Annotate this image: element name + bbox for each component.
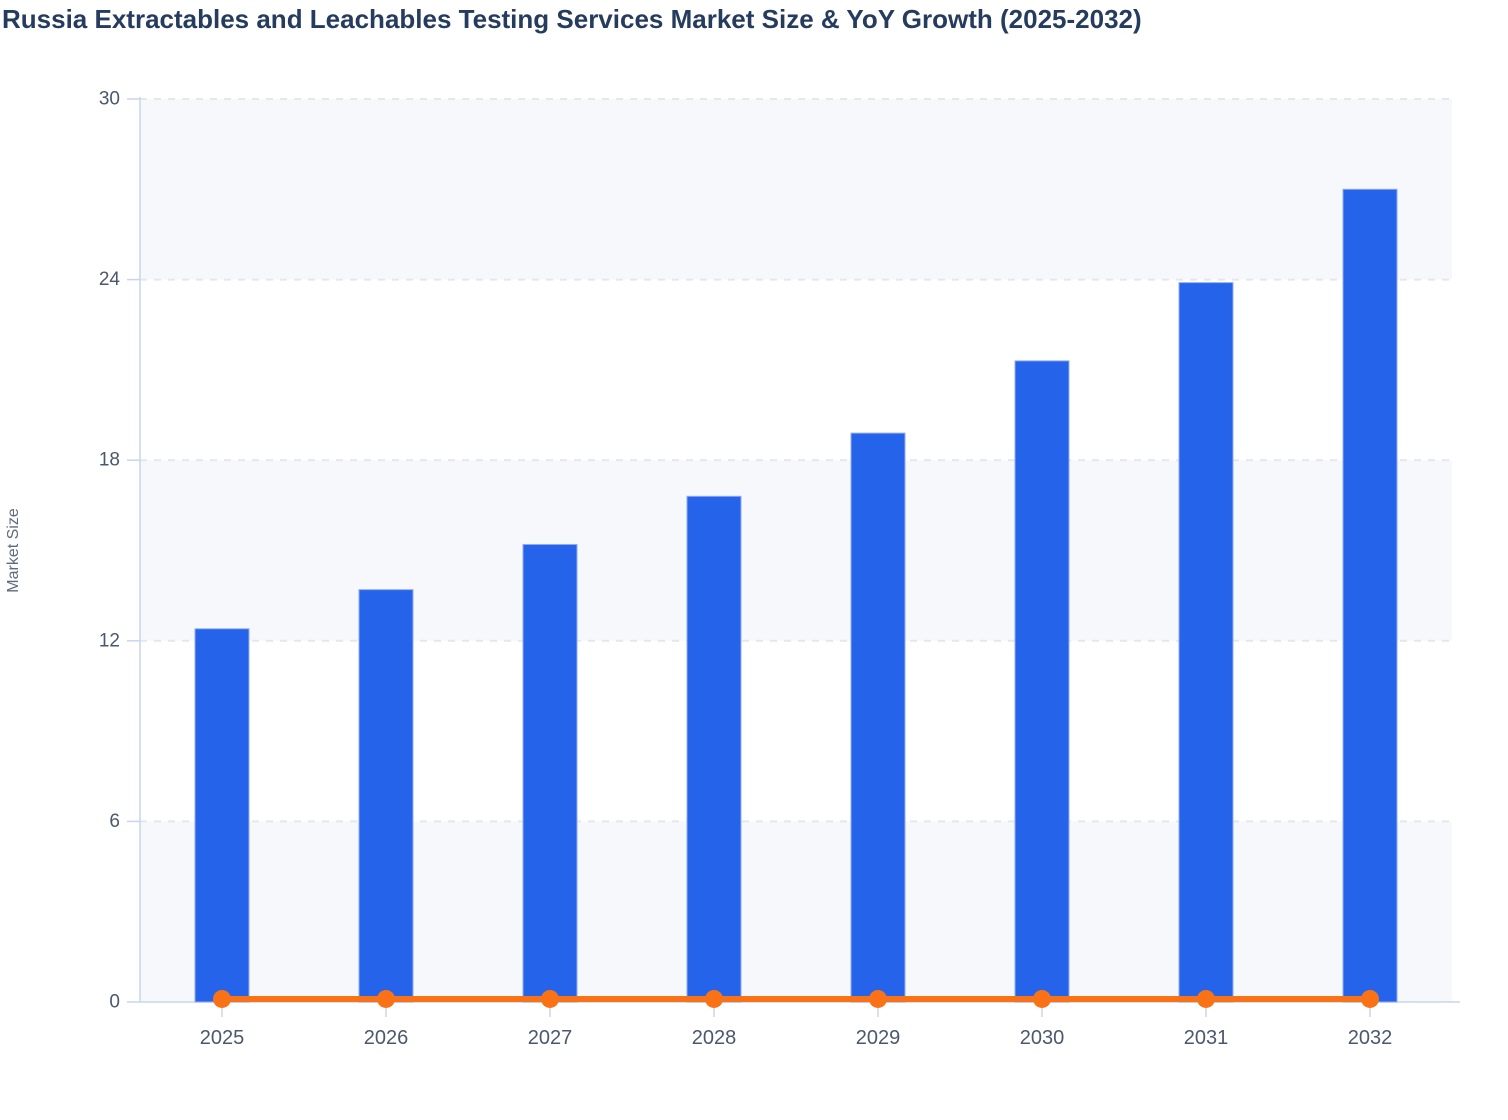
yoy-marker-2032[interactable] [1361,989,1379,1008]
bar-2025[interactable] [194,628,250,1003]
x-tick-label: 2026 [364,1027,409,1049]
yoy-marker-2030[interactable] [1033,989,1051,1008]
bar-2029[interactable] [850,432,906,1003]
x-tick-label: 2029 [856,1027,901,1049]
x-tick-label: 2032 [1348,1027,1393,1049]
y-tick-label: 18 [99,450,120,471]
x-tick-label: 2025 [200,1027,245,1049]
y-tick-label: 12 [99,630,120,651]
bar-2032[interactable] [1342,188,1398,1003]
x-tick-label: 2030 [1020,1027,1065,1049]
y-tick-label: 6 [109,811,120,832]
bar-2026[interactable] [358,589,414,1003]
x-tick-label: 2031 [1184,1027,1229,1049]
bar-2027[interactable] [522,543,578,1003]
y-axis-title: Market Size [5,508,22,593]
bar-2031[interactable] [1178,282,1234,1003]
y-tick-label: 30 [99,89,120,110]
bar-2030[interactable] [1014,360,1070,1003]
y-tick-label: 24 [99,269,121,290]
yoy-marker-2026[interactable] [377,989,395,1008]
plot-band [140,460,1452,641]
yoy-marker-2028[interactable] [705,989,723,1008]
y-tick-label: 0 [109,992,120,1013]
yoy-marker-2029[interactable] [869,989,887,1008]
plot-band [140,99,1452,280]
yoy-marker-2027[interactable] [541,989,559,1008]
chart-title: Russia Extractables and Leachables Testi… [2,4,1142,34]
x-tick-label: 2027 [528,1027,573,1049]
bar-2028[interactable] [686,495,742,1003]
x-tick-label: 2028 [692,1027,737,1049]
plot-band [140,821,1452,1002]
yoy-marker-2025[interactable] [213,989,231,1008]
yoy-marker-2031[interactable] [1197,989,1215,1008]
